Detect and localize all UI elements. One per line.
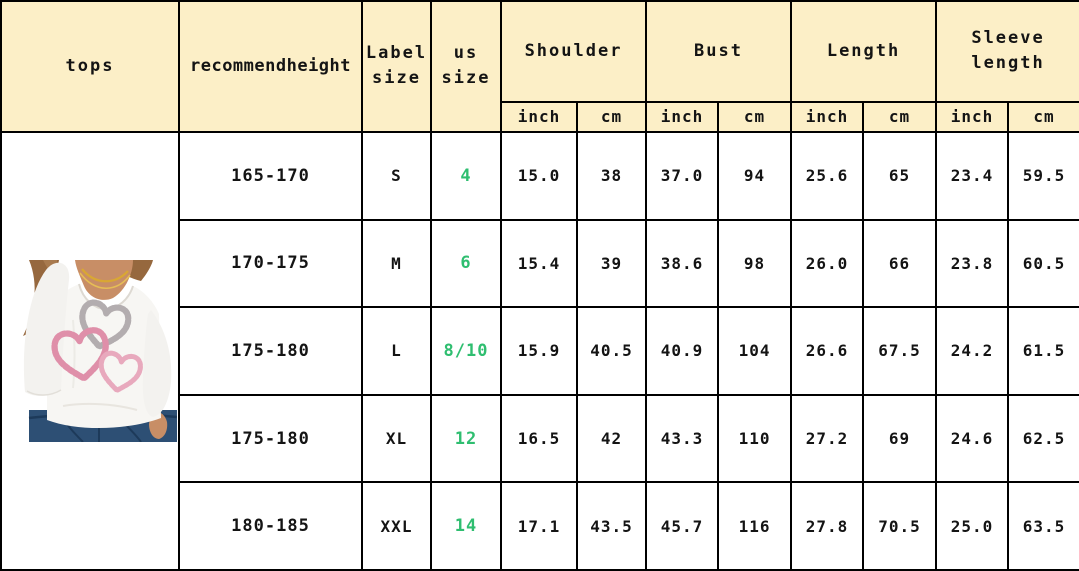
unit-header-sleeve-cm: cm: [1007, 100, 1079, 133]
unit-header-bust-inch: inch: [645, 100, 720, 133]
unit-header-shoulder-cm: cm: [575, 100, 648, 133]
cell-bust-inch: 43.3: [645, 393, 720, 484]
cell-bust-cm: 116: [717, 481, 793, 571]
cell-sleeve-inch: 24.6: [935, 393, 1010, 484]
unit-header-bust-cm: cm: [717, 100, 793, 133]
size-row-l: 175-180 L 8/10 15.9 40.5 40.9 104 26.6 6…: [1, 306, 1079, 396]
cell-bust-inch: 40.9: [645, 306, 720, 396]
cell-label-size: XXL: [361, 481, 432, 571]
cell-bust-inch: 37.0: [645, 130, 720, 221]
cell-shoulder-inch: 15.0: [500, 130, 578, 221]
cell-label-size: L: [361, 306, 432, 396]
cell-recommend-height: 175-180: [178, 306, 363, 396]
cell-sleeve-inch: 23.4: [935, 130, 1010, 221]
cell-sleeve-cm: 63.5: [1007, 481, 1079, 571]
cell-recommend-height: 175-180: [178, 393, 363, 484]
cell-length-cm: 69: [862, 393, 938, 484]
column-group-length: Length: [790, 0, 938, 103]
column-header-recommend-height: recommendheight: [178, 0, 363, 133]
header-row: tops recommendheight Label size us size …: [0, 0, 1079, 133]
cell-bust-cm: 98: [717, 218, 793, 309]
cell-shoulder-cm: 40.5: [575, 306, 648, 396]
cell-length-inch: 25.6: [790, 130, 865, 221]
cell-sleeve-cm: 60.5: [1007, 218, 1079, 309]
cell-length-inch: 26.0: [790, 218, 865, 309]
cell-shoulder-inch: 15.9: [500, 306, 578, 396]
cell-recommend-height: 165-170: [178, 130, 363, 221]
unit-header-length-inch: inch: [790, 100, 865, 133]
cell-length-inch: 27.2: [790, 393, 865, 484]
cell-length-inch: 26.6: [790, 306, 865, 396]
cell-shoulder-inch: 16.5: [500, 393, 578, 484]
cell-us-size: 6: [430, 218, 502, 309]
cell-us-size: 4: [430, 130, 502, 221]
cell-bust-inch: 38.6: [645, 218, 720, 309]
cell-us-size: 14: [430, 481, 502, 571]
column-group-bust: Bust: [645, 0, 793, 103]
unit-header-row: inch cm inch cm inch cm inch cm: [1, 100, 1079, 133]
cell-sleeve-cm: 59.5: [1007, 130, 1079, 221]
product-image-cell: [0, 130, 180, 571]
size-row-s: 165-170 S 4 15.0 38 37.0 94 25.6 65 23.4…: [0, 130, 1079, 571]
cell-length-inch: 27.8: [790, 481, 865, 571]
size-row-m: 170-175 M 6 15.4 39 38.6 98 26.0 66 23.8…: [1, 218, 1079, 309]
cell-shoulder-inch: 17.1: [500, 481, 578, 571]
cell-shoulder-cm: 42: [575, 393, 648, 484]
cell-shoulder-inch: 15.4: [500, 218, 578, 309]
cell-length-cm: 70.5: [862, 481, 938, 571]
cell-sleeve-inch: 23.8: [935, 218, 1010, 309]
column-header-label-size: Label size: [361, 0, 432, 133]
cell-us-size: 12: [430, 393, 502, 484]
cell-sleeve-inch: 25.0: [935, 481, 1010, 571]
cell-label-size: M: [361, 218, 432, 309]
size-row-xl: 175-180 XL 12 16.5 42 43.3 110 27.2 69 2…: [1, 393, 1079, 484]
cell-label-size: XL: [361, 393, 432, 484]
cell-shoulder-cm: 43.5: [575, 481, 648, 571]
cell-bust-cm: 104: [717, 306, 793, 396]
cell-bust-cm: 94: [717, 130, 793, 221]
column-header-tops: tops: [0, 0, 180, 133]
column-group-sleeve-length: Sleeve length: [935, 0, 1079, 103]
unit-header-length-cm: cm: [862, 100, 938, 133]
cell-sleeve-cm: 62.5: [1007, 393, 1079, 484]
cell-shoulder-cm: 39: [575, 218, 648, 309]
cell-length-cm: 65: [862, 130, 938, 221]
unit-header-sleeve-inch: inch: [935, 100, 1010, 133]
product-illustration: [23, 259, 177, 442]
cell-recommend-height: 170-175: [178, 218, 363, 309]
cell-shoulder-cm: 38: [575, 130, 648, 221]
cell-length-cm: 66: [862, 218, 938, 309]
cell-label-size: S: [361, 130, 432, 221]
column-header-us-size: us size: [430, 0, 502, 133]
cell-us-size: 8/10: [430, 306, 502, 396]
cell-bust-inch: 45.7: [645, 481, 720, 571]
cell-bust-cm: 110: [717, 393, 793, 484]
cell-sleeve-inch: 24.2: [935, 306, 1010, 396]
unit-header-shoulder-inch: inch: [500, 100, 578, 133]
product-image: [3, 259, 177, 442]
column-group-shoulder: Shoulder: [499, 0, 648, 103]
size-row-xxl: 180-185 XXL 14 17.1 43.5 45.7 116 27.8 7…: [1, 481, 1079, 571]
cell-recommend-height: 180-185: [178, 481, 363, 571]
cell-length-cm: 67.5: [862, 306, 938, 396]
cell-sleeve-cm: 61.5: [1007, 306, 1079, 396]
